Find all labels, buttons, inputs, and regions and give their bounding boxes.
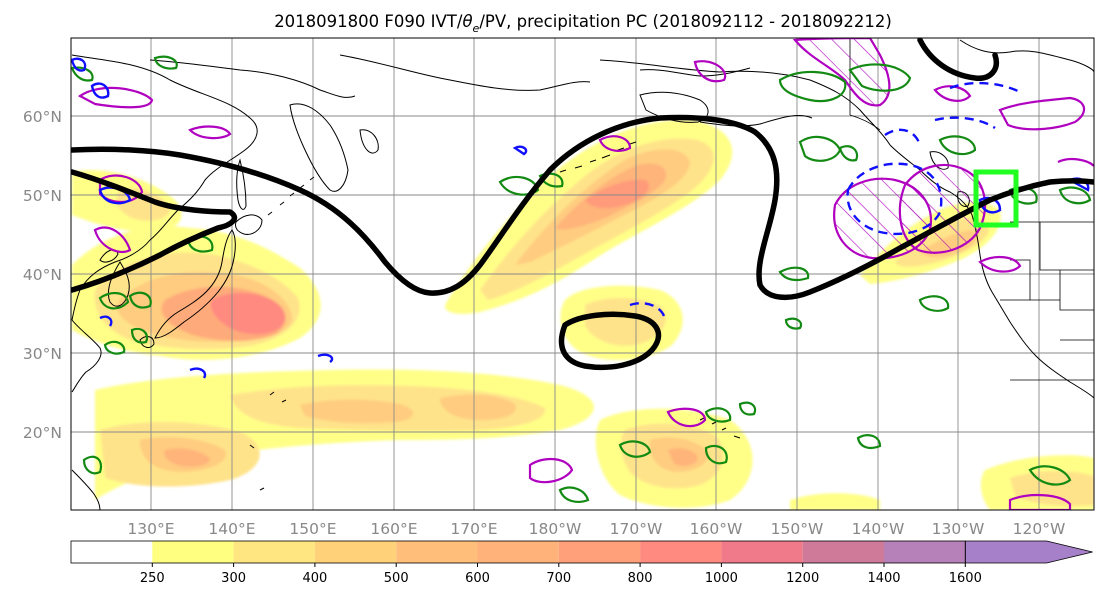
colorbar-frame: [70, 540, 966, 564]
lat-tick: 30°N: [23, 345, 62, 363]
longitude-ticks: 130°E 140°E 150°E 160°E 170°E 180°W 170°…: [127, 520, 1065, 538]
colorbar-label: 1000: [705, 571, 738, 586]
colorbar-cell: [233, 541, 315, 563]
lon-tick: 180°W: [529, 520, 582, 538]
lon-tick: 140°E: [208, 520, 255, 538]
colorbar-label: 1400: [867, 571, 900, 586]
lon-tick: 130°W: [932, 520, 985, 538]
colorbar-label: 1600: [949, 571, 982, 586]
colorbar-cell: [721, 541, 803, 563]
colorbar: 250 300 400 500 600 700 800 1000 1200 1400 1600: [70, 540, 1093, 586]
colorbar-label: 800: [628, 571, 653, 586]
map-panel: [70, 37, 1095, 511]
lon-tick: 160°E: [370, 520, 417, 538]
colorbar-labels: 250 300 400 500 600 700 800 1000 1200 1400 1600: [140, 563, 982, 586]
colorbar-cell: [884, 541, 966, 563]
colorbar-label: 500: [384, 571, 409, 586]
colorbar-label: 600: [465, 571, 490, 586]
colorbar-label: 300: [221, 571, 246, 586]
lon-tick: 120°W: [1013, 520, 1066, 538]
colorbar-cells: [70, 540, 1093, 564]
lon-tick: 140°W: [852, 520, 905, 538]
colorbar-cell: [640, 541, 722, 563]
colorbar-cell: [71, 541, 153, 563]
lat-tick: 40°N: [23, 266, 62, 284]
colorbar-cell: [396, 541, 478, 563]
precip-contours: [71, 57, 1090, 379]
theta-e-contours: [71, 55, 1092, 503]
lon-tick: 170°W: [610, 520, 663, 538]
lat-tick: 50°N: [23, 187, 62, 205]
colorbar-label: 700: [546, 571, 571, 586]
lon-tick: 150°E: [289, 520, 336, 538]
lat-tick: 60°N: [23, 108, 62, 126]
lon-tick: 150°W: [771, 520, 824, 538]
lon-tick: 130°E: [127, 520, 174, 538]
colorbar-label: 250: [140, 571, 165, 586]
pv-contours: [77, 38, 1094, 510]
jet-contours: [71, 38, 1094, 371]
figure-title: 2018091800 F090 IVT/θe/PV, precipitation…: [274, 12, 892, 35]
lon-tick: 170°E: [450, 520, 497, 538]
lat-tick: 20°N: [23, 424, 62, 442]
colorbar-label: 1200: [786, 571, 819, 586]
colorbar-cell: [802, 541, 884, 563]
colorbar-extend-arrow: [964, 540, 1093, 564]
colorbar-label: 400: [302, 571, 327, 586]
coastlines: [71, 38, 1094, 510]
latitude-ticks: 60°N 50°N 40°N 30°N 20°N: [23, 108, 62, 442]
target-region-box: [973, 169, 1019, 228]
colorbar-cell: [558, 541, 641, 563]
lon-tick: 160°W: [690, 520, 743, 538]
colorbar-cell: [477, 541, 559, 563]
colorbar-cell: [314, 541, 397, 563]
colorbar-cell: [152, 541, 234, 563]
